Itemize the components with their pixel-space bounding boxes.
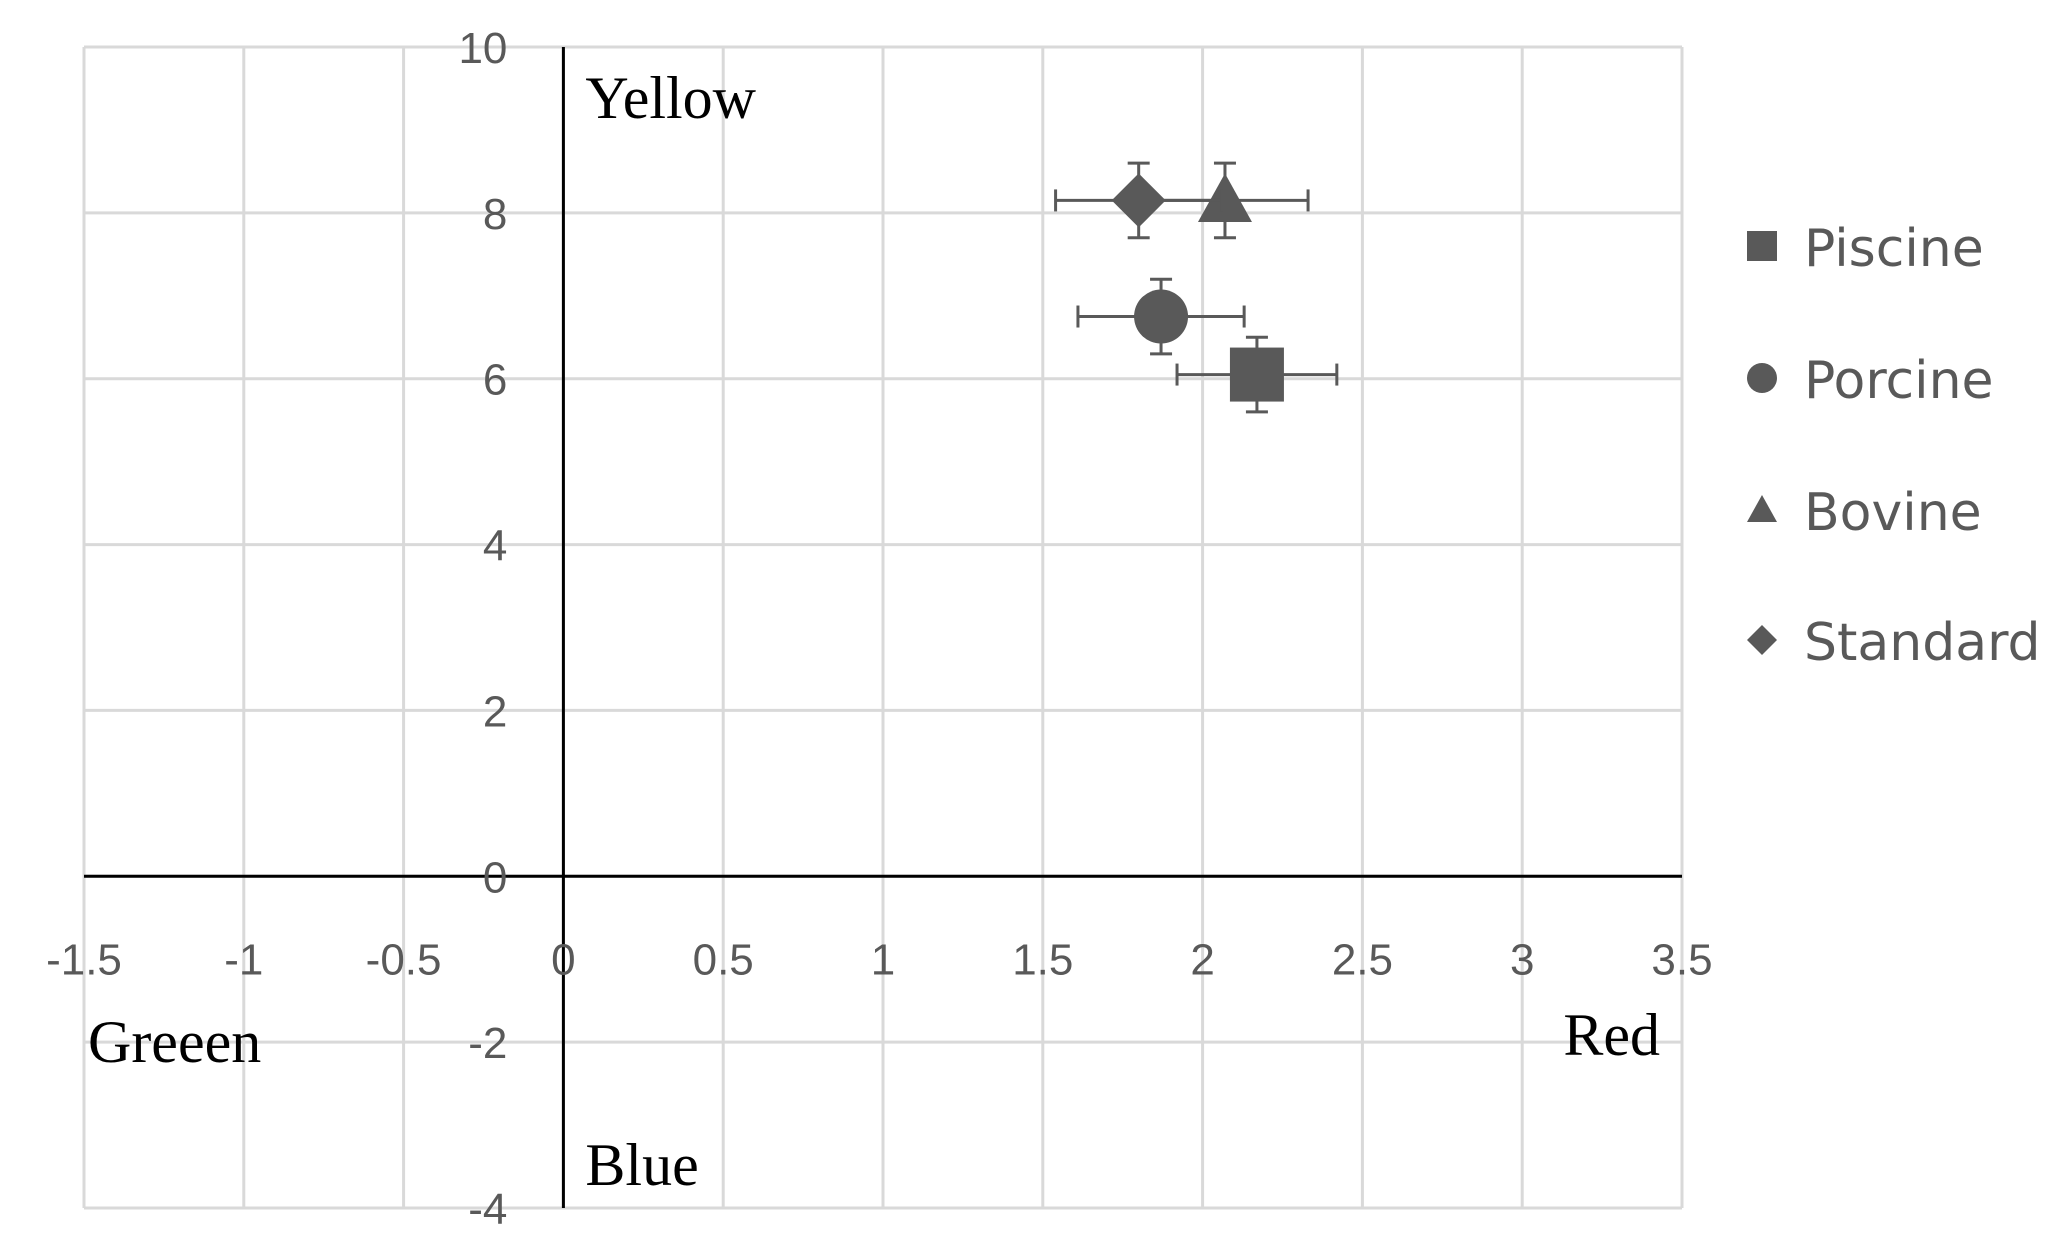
x-tick-label: -0.5 — [366, 935, 442, 984]
quadrant-label-blue: Blue — [585, 1132, 698, 1198]
y-tick-label: 4 — [483, 522, 507, 571]
x-tick-label: -1 — [224, 935, 263, 984]
legend-item-piscine: Piscine — [1747, 219, 1984, 279]
x-tick-label: 1.5 — [1012, 935, 1073, 984]
legend-label-standard: Standard — [1804, 613, 2041, 673]
series-standard — [1054, 161, 1224, 240]
series-porcine — [1076, 277, 1246, 356]
quadrant-label-red: Red — [1563, 1002, 1660, 1068]
legend: Piscine Porcine Bovine Standard — [1747, 219, 2041, 673]
point-standard — [1111, 173, 1166, 228]
point-porcine — [1134, 289, 1189, 344]
x-tick-label: -1.5 — [46, 935, 122, 984]
x-tick-label: 0 — [551, 935, 575, 984]
y-tick-label: 10 — [458, 24, 507, 73]
legend-item-standard: Standard — [1747, 613, 2041, 673]
y-tick-labels: -4 -2 0 2 4 6 8 10 — [458, 24, 507, 1234]
y-tick-label: -2 — [468, 1019, 507, 1068]
x-tick-labels: -1.5 -1 -0.5 0 0.5 1 1.5 2 2.5 3 3.5 — [46, 935, 1713, 984]
x-tick-label: 2 — [1190, 935, 1214, 984]
point-bovine — [1197, 173, 1252, 223]
legend-label-porcine: Porcine — [1804, 351, 1994, 411]
legend-label-bovine: Bovine — [1804, 483, 1982, 543]
quadrant-label-yellow: Yellow — [585, 65, 756, 131]
quadrant-labels: Yellow Blue Greeen Red — [88, 65, 1660, 1198]
legend-item-porcine: Porcine — [1747, 351, 1994, 411]
x-tick-label: 1 — [871, 935, 895, 984]
legend-marker-bovine — [1747, 495, 1777, 522]
quadrant-label-green: Greeen — [88, 1009, 261, 1075]
y-tick-label: 6 — [483, 356, 507, 405]
y-tick-label: 8 — [483, 190, 507, 239]
series-piscine — [1175, 335, 1339, 414]
legend-marker-standard — [1747, 625, 1777, 655]
legend-marker-porcine — [1747, 363, 1777, 393]
y-tick-label: 2 — [483, 687, 507, 736]
point-piscine — [1229, 347, 1284, 402]
data-points — [1054, 161, 1339, 414]
x-tick-label: 3.5 — [1651, 935, 1712, 984]
legend-item-bovine: Bovine — [1747, 483, 1982, 543]
legend-label-piscine: Piscine — [1804, 219, 1984, 279]
x-tick-label: 2.5 — [1332, 935, 1393, 984]
axes — [84, 47, 1682, 1208]
y-tick-label: 0 — [483, 853, 507, 902]
legend-marker-piscine — [1747, 231, 1777, 261]
y-tick-label: -4 — [468, 1185, 507, 1234]
x-tick-label: 3 — [1510, 935, 1534, 984]
x-tick-label: 0.5 — [693, 935, 754, 984]
